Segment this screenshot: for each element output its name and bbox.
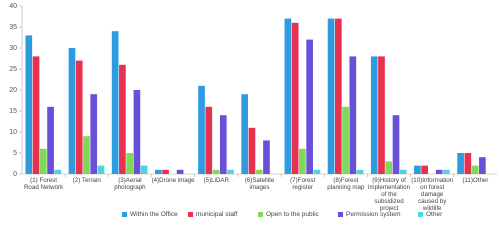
chart: 0 5 10 15 20 25 30 35 40 (1) Forest Road Network… [9, 3, 497, 218]
bar [83, 136, 90, 174]
bar [443, 169, 450, 174]
bar [227, 169, 234, 174]
x-tick-label: (3)Aerial photograph [114, 177, 146, 191]
bar [176, 169, 184, 174]
legend-swatch [122, 212, 127, 217]
x-tick-label: (5)LiDAR [203, 177, 230, 184]
bar [471, 165, 479, 174]
x-tick-label: (10)Information on forest damage caused … [411, 177, 454, 212]
bar [284, 18, 292, 174]
bar [356, 169, 364, 174]
x-tick-label: (6)Satellite images [244, 177, 275, 191]
bar [334, 18, 342, 174]
x-tick-label: (9)History of implementation of the subs… [368, 177, 411, 212]
y-tick-label: 0 [13, 171, 17, 178]
y-tick-label: 20 [9, 87, 17, 94]
legend-swatch [418, 212, 423, 217]
y-tick-label: 10 [9, 129, 17, 136]
bar [291, 22, 299, 174]
bar [263, 140, 270, 174]
bar [111, 31, 119, 175]
legend-label: Other [426, 211, 443, 218]
legend-item: Within the Office [122, 211, 178, 218]
bar [133, 90, 141, 174]
legend-item: Other [418, 211, 442, 218]
legend-label: Within the Office [130, 211, 178, 218]
y-tick-label: 5 [13, 150, 17, 157]
x-tick-label: (2) Terrain [72, 177, 101, 184]
legend-swatch [338, 212, 343, 217]
bar [248, 127, 256, 174]
legend-label: municipal staff [196, 211, 238, 218]
bar [399, 169, 407, 174]
bar [313, 169, 321, 174]
bar [97, 165, 105, 174]
bar [392, 115, 400, 174]
chart-svg: 0 5 10 15 20 25 30 35 40 [9, 3, 497, 178]
bar [479, 157, 486, 174]
bar [140, 165, 148, 174]
bar [198, 85, 205, 174]
bar [241, 94, 249, 174]
x-tick-label: (1) Forest Road Network [23, 177, 64, 191]
bar [47, 106, 54, 174]
x-tick-label: (11)Other [462, 177, 489, 184]
legend-label: Permission system [346, 211, 401, 218]
bar [68, 48, 76, 174]
bar [421, 165, 429, 174]
x-tick-label: (8)Forest planning map [327, 177, 365, 191]
bar [414, 165, 421, 174]
y-tick-label: 40 [9, 3, 17, 10]
bar [299, 148, 306, 174]
bar [435, 169, 443, 174]
legend-item: municipal staff [188, 211, 237, 218]
bar [75, 60, 83, 174]
bar [327, 18, 335, 174]
legend-item: Permission system [338, 211, 401, 218]
bar [155, 169, 162, 174]
legend-label: Open to the public [266, 211, 319, 218]
y-tick-label: 25 [9, 66, 17, 73]
y-tick-label: 30 [9, 45, 17, 52]
bar [306, 39, 313, 174]
bar [385, 161, 393, 174]
bar [212, 169, 220, 174]
legend-item: Open to the public [258, 211, 319, 218]
x-tick-label: (7)Forest register [290, 177, 316, 191]
bar [39, 148, 47, 174]
x-tick-label: (4)Drone image [151, 177, 195, 184]
bar [349, 56, 357, 174]
bar [464, 153, 472, 174]
bar [126, 153, 134, 174]
bar [255, 169, 263, 174]
y-tick-label: 35 [9, 24, 17, 31]
bar [54, 169, 62, 174]
bar [342, 106, 349, 174]
bar [32, 56, 40, 174]
bar [370, 56, 378, 174]
bar [25, 35, 33, 175]
y-tick-label: 15 [9, 108, 17, 115]
bar [219, 115, 227, 174]
bar [205, 106, 213, 174]
bar [378, 56, 385, 174]
bar [162, 169, 169, 174]
legend-swatch [188, 212, 193, 217]
bar [90, 94, 98, 174]
legend-swatch [258, 212, 263, 217]
bar [457, 153, 464, 174]
bar [119, 64, 126, 174]
